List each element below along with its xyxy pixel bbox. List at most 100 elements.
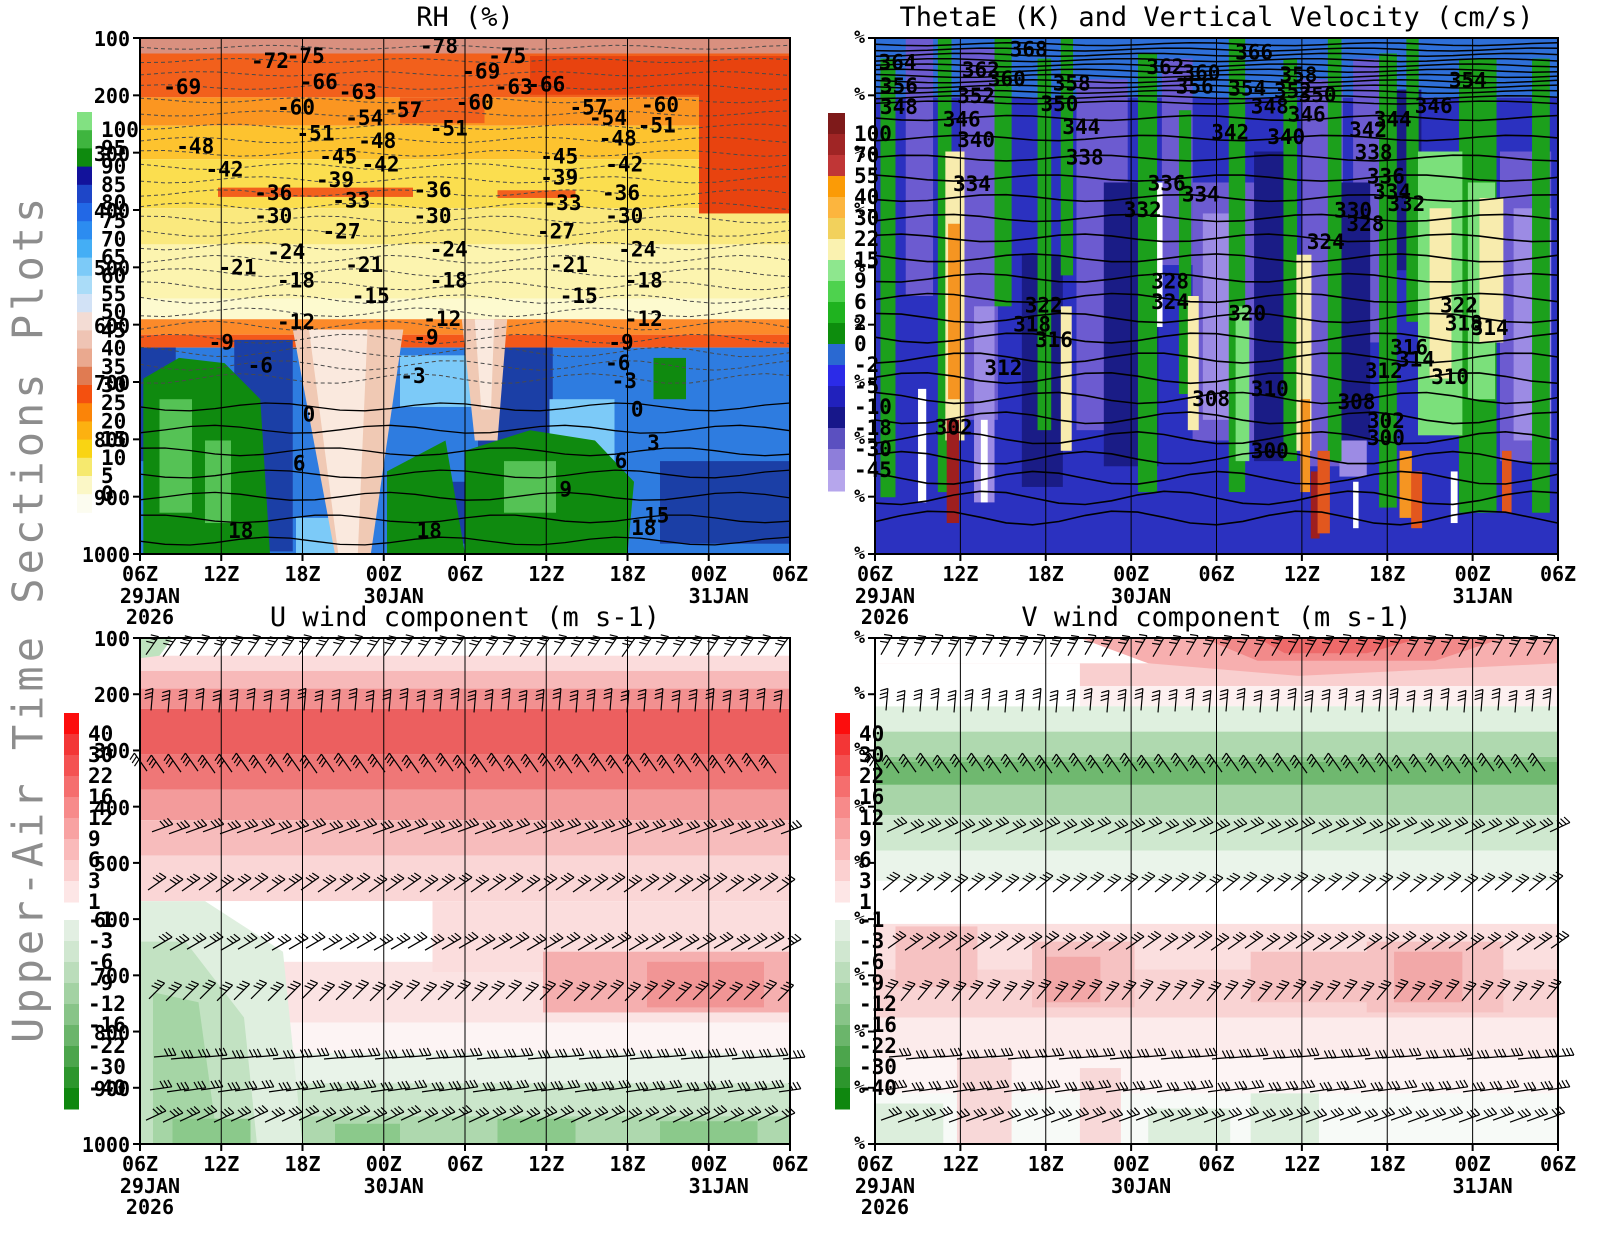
pressure-tick-label: 1000 (81, 543, 130, 567)
contour-label: 334 (953, 172, 991, 196)
contour-label: -30 (605, 204, 643, 228)
pressure-tick-label: 300 (93, 141, 130, 166)
pressure-tick-label: 400 (93, 795, 130, 820)
contour-label: 316 (1035, 328, 1073, 352)
contour-label: -3 (400, 364, 425, 388)
contour-label: -42 (362, 152, 400, 176)
colorbar-tick-label: -40 (859, 1076, 897, 1100)
colorbar-tick-label: 100 (854, 122, 892, 146)
colorbar-tick-label: 22 (859, 764, 884, 788)
colorbar-tick-label: 15 (854, 248, 879, 272)
contour-label: -12 (423, 307, 461, 331)
colorbar-tick-label: 30 (101, 373, 126, 397)
pressure-tick-label: 200 (93, 84, 130, 109)
date-label: 31JAN (688, 584, 749, 608)
contour-label: -54 (345, 106, 383, 130)
colorbar-tick-label: 20 (101, 409, 126, 433)
contour-label: -9 (413, 325, 438, 349)
contour-label: 302 (1367, 409, 1405, 433)
contour-label: 364 (879, 50, 917, 74)
contour-label: -18 (625, 269, 663, 293)
date-label: 30JAN (363, 584, 424, 608)
colorbar-tick-label: 6 (859, 848, 872, 872)
time-tick-label: 00Z (690, 1152, 727, 1176)
contour-label: 314 (1471, 316, 1509, 340)
contour-label: 308 (1192, 387, 1230, 411)
contour-label: 336 (1367, 164, 1405, 188)
contour-label: 350 (1299, 83, 1337, 107)
time-tick-label: 12Z (942, 562, 979, 586)
colorbar-tick-label: 25 (101, 391, 126, 415)
panel-vwind: V wind component (m s-1) %%%%%%%%%% 06Z 12… (854, 602, 1576, 1219)
colorbar-tick-label: -45 (854, 458, 892, 482)
contour-label: 324 (1307, 230, 1345, 254)
time-tick-label: 12Z (528, 562, 565, 586)
time-tick-label: 06Z (1198, 562, 1235, 586)
time-tick-label: 06Z (446, 562, 484, 586)
percent-tick-label: % (854, 964, 865, 986)
panel-title-uwind: U wind component (m s-1) (269, 602, 661, 633)
date-label: 2026 (860, 1195, 910, 1219)
contour-label: 344 (1062, 115, 1100, 139)
time-tick-label: 12Z (1283, 1152, 1320, 1176)
time-tick-label: 12Z (203, 1152, 240, 1176)
contour-label: 348 (1251, 95, 1289, 119)
vwind-wind-barbs (864, 633, 1575, 1123)
percent-tick-label: % (854, 141, 865, 163)
panel-title-vwind: V wind component (m s-1) (1021, 602, 1412, 633)
date-label: 2026 (125, 1195, 175, 1219)
percent-tick-label: % (854, 1133, 865, 1154)
colorbar-tick-label: 45 (101, 318, 126, 342)
percent-tick-label: % (854, 683, 865, 705)
plot-area-vwind (864, 633, 1575, 1151)
colorbar-tick-label: 30 (88, 743, 113, 767)
panel-thetae: ThetaE (K) and Vertical Velocity (cm/s) … (854, 2, 1576, 629)
percent-tick-label: % (854, 313, 865, 335)
colorbar-tick-label: 80 (101, 191, 126, 215)
date-label: 30JAN (1111, 1174, 1172, 1198)
contour-label: 342 (1211, 120, 1249, 144)
colorbar-tick-label: -1 (859, 908, 884, 932)
colorbar-tick-label: -3 (859, 929, 884, 953)
panel-title-rh: RH (%) (416, 2, 514, 33)
contour-label: -36 (602, 181, 640, 205)
percent-tick-label: % (854, 199, 865, 220)
colorbar-tick-label: -2 (854, 353, 879, 377)
pressure-tick-label: 700 (93, 371, 130, 395)
pressure-tick-label: 400 (93, 199, 130, 223)
colorbar-tick-label: 3 (859, 869, 872, 893)
colorbar-tick-label: 22 (88, 764, 113, 788)
time-tick-label: 06Z (771, 562, 809, 586)
time-tick-label: 06Z (1539, 1152, 1577, 1176)
time-tick-label: 06Z (1539, 562, 1577, 586)
contour-label: -24 (267, 240, 305, 264)
percent-tick-label: % (854, 739, 865, 761)
panel-title-thetae: ThetaE (K) and Vertical Velocity (cm/s) (899, 2, 1534, 33)
percent-tick-label: % (854, 371, 865, 392)
contour-label: -27 (537, 220, 575, 244)
date-label: 2026 (125, 605, 175, 629)
colorbar-tick-label: -1 (88, 908, 113, 932)
contour-label: 354 (1449, 68, 1487, 92)
contour-label: 310 (1251, 377, 1289, 401)
contour-label: -18 (430, 269, 468, 293)
contour-label: 324 (1151, 290, 1189, 314)
contour-label: -9 (608, 330, 633, 354)
pressure-tick-label: 500 (93, 851, 130, 876)
contour-label: 9 (559, 478, 572, 502)
percent-tick-label: % (854, 543, 865, 564)
contour-label: 312 (984, 356, 1022, 380)
pressure-tick-label: 100 (93, 27, 130, 51)
pressure-tick-label: 700 (93, 964, 130, 989)
contour-label: -69 (163, 75, 201, 99)
time-tick-label: 00Z (690, 562, 727, 586)
colorbar-tick-label: 40 (88, 722, 113, 746)
time-tick-label: 12Z (942, 1152, 979, 1176)
contour-label: -36 (414, 178, 452, 202)
colorbar-tick-label: 40 (854, 185, 879, 209)
percent-tick-label: % (854, 1076, 865, 1098)
colorbar-tick-label: -18 (854, 416, 892, 440)
contour-label: 338 (1355, 141, 1393, 165)
time-tick-label: 12Z (203, 562, 240, 586)
